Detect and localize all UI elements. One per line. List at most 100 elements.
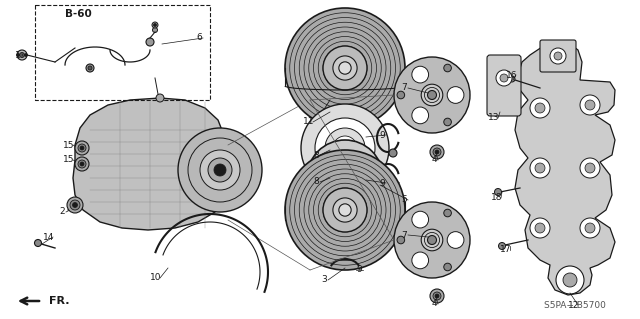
Text: 5: 5 bbox=[401, 196, 407, 204]
Circle shape bbox=[394, 202, 470, 278]
Circle shape bbox=[333, 136, 357, 160]
Circle shape bbox=[152, 27, 157, 33]
Circle shape bbox=[435, 294, 439, 298]
Circle shape bbox=[307, 140, 383, 216]
FancyBboxPatch shape bbox=[487, 55, 521, 116]
Circle shape bbox=[550, 48, 566, 64]
Circle shape bbox=[580, 158, 600, 178]
Text: 8: 8 bbox=[313, 151, 319, 160]
Circle shape bbox=[339, 204, 351, 216]
Circle shape bbox=[556, 266, 584, 294]
Text: 2: 2 bbox=[59, 207, 65, 217]
Circle shape bbox=[430, 145, 444, 159]
Circle shape bbox=[80, 146, 84, 150]
Circle shape bbox=[80, 162, 84, 166]
Text: 1: 1 bbox=[15, 50, 21, 60]
Circle shape bbox=[319, 152, 371, 204]
Circle shape bbox=[444, 209, 451, 217]
Circle shape bbox=[285, 150, 405, 270]
Circle shape bbox=[421, 229, 443, 251]
Circle shape bbox=[333, 198, 357, 222]
Circle shape bbox=[325, 128, 365, 168]
Text: 7: 7 bbox=[401, 84, 407, 93]
Polygon shape bbox=[515, 42, 615, 295]
Circle shape bbox=[509, 76, 515, 82]
Circle shape bbox=[444, 263, 451, 271]
Circle shape bbox=[88, 66, 92, 70]
Circle shape bbox=[156, 94, 164, 102]
Circle shape bbox=[214, 164, 226, 176]
Circle shape bbox=[301, 104, 389, 192]
Polygon shape bbox=[73, 98, 228, 230]
Text: 18: 18 bbox=[492, 194, 503, 203]
Circle shape bbox=[495, 189, 502, 196]
Circle shape bbox=[323, 46, 367, 90]
Text: 14: 14 bbox=[44, 233, 54, 241]
Circle shape bbox=[585, 100, 595, 110]
Circle shape bbox=[412, 252, 429, 269]
Circle shape bbox=[430, 289, 444, 303]
FancyBboxPatch shape bbox=[540, 40, 576, 72]
Circle shape bbox=[35, 240, 42, 247]
Circle shape bbox=[70, 200, 80, 210]
Text: 16: 16 bbox=[506, 70, 518, 79]
Circle shape bbox=[78, 144, 86, 152]
Text: 3: 3 bbox=[321, 276, 327, 285]
Circle shape bbox=[428, 235, 436, 244]
Circle shape bbox=[444, 64, 451, 72]
Text: 17: 17 bbox=[500, 246, 512, 255]
Circle shape bbox=[563, 273, 577, 287]
Text: B-60: B-60 bbox=[65, 9, 92, 19]
Circle shape bbox=[585, 223, 595, 233]
Circle shape bbox=[535, 223, 545, 233]
Text: 4: 4 bbox=[431, 300, 437, 308]
Circle shape bbox=[78, 160, 86, 168]
Circle shape bbox=[17, 54, 19, 56]
Circle shape bbox=[444, 118, 451, 126]
Circle shape bbox=[499, 242, 506, 249]
Text: 4: 4 bbox=[431, 155, 437, 165]
Circle shape bbox=[315, 118, 375, 178]
Text: 15: 15 bbox=[63, 140, 75, 150]
Circle shape bbox=[428, 91, 436, 100]
Circle shape bbox=[496, 70, 512, 86]
Circle shape bbox=[285, 8, 405, 128]
Circle shape bbox=[389, 186, 397, 194]
Circle shape bbox=[397, 236, 404, 244]
Circle shape bbox=[72, 203, 77, 207]
Circle shape bbox=[86, 64, 94, 72]
Text: FR.: FR. bbox=[49, 296, 70, 306]
Circle shape bbox=[323, 188, 367, 232]
Circle shape bbox=[327, 160, 363, 196]
Circle shape bbox=[146, 38, 154, 46]
Circle shape bbox=[433, 148, 441, 156]
Circle shape bbox=[535, 163, 545, 173]
Circle shape bbox=[394, 57, 470, 133]
Circle shape bbox=[447, 232, 464, 249]
Circle shape bbox=[208, 158, 232, 182]
Circle shape bbox=[200, 150, 240, 190]
Text: 6: 6 bbox=[196, 33, 202, 42]
Circle shape bbox=[339, 62, 351, 74]
Text: 9: 9 bbox=[356, 265, 362, 275]
Circle shape bbox=[435, 150, 439, 154]
Circle shape bbox=[433, 292, 441, 300]
Circle shape bbox=[421, 84, 443, 106]
Circle shape bbox=[554, 52, 562, 60]
Text: 15: 15 bbox=[63, 155, 75, 165]
Circle shape bbox=[67, 197, 83, 213]
Circle shape bbox=[412, 66, 429, 83]
Circle shape bbox=[75, 141, 89, 155]
Circle shape bbox=[500, 74, 508, 82]
Text: 9: 9 bbox=[379, 179, 385, 188]
Circle shape bbox=[154, 24, 157, 26]
Circle shape bbox=[19, 53, 24, 57]
Circle shape bbox=[412, 107, 429, 124]
Text: 12: 12 bbox=[568, 300, 580, 309]
Circle shape bbox=[178, 128, 262, 212]
Circle shape bbox=[152, 22, 158, 28]
Circle shape bbox=[412, 211, 429, 228]
Circle shape bbox=[24, 54, 28, 56]
Text: 7: 7 bbox=[401, 231, 407, 240]
Circle shape bbox=[17, 50, 27, 60]
